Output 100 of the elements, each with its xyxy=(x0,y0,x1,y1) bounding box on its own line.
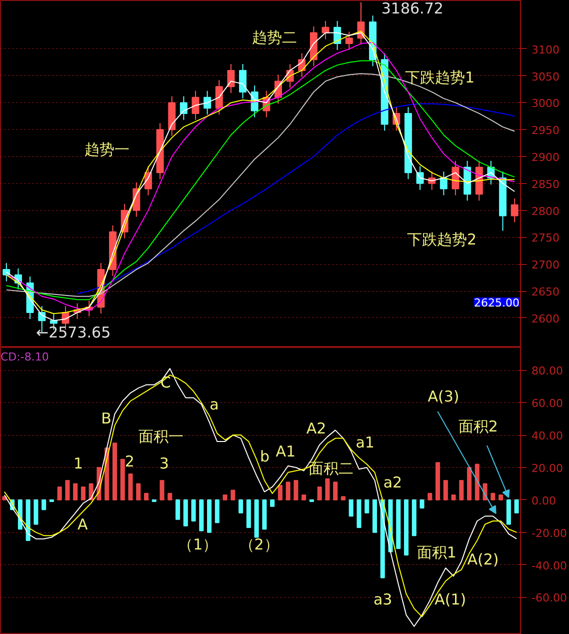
y-tick-label: 3100 xyxy=(532,43,560,56)
bar xyxy=(380,499,385,578)
candlestick xyxy=(204,90,212,116)
bar xyxy=(372,499,378,533)
y-tick-label: 2600 xyxy=(532,312,560,326)
candlestick xyxy=(510,198,518,223)
annotation: 2 xyxy=(124,452,134,470)
bar xyxy=(278,484,282,500)
y-tick-label: 2950 xyxy=(532,124,560,138)
y-tick-label: 2900 xyxy=(532,151,560,164)
bar xyxy=(294,480,298,500)
bar xyxy=(467,466,472,500)
annotation: a2 xyxy=(383,474,402,492)
candlestick xyxy=(322,20,330,40)
bar xyxy=(88,483,94,500)
annotation: 趋势二 xyxy=(252,28,298,46)
bar xyxy=(404,499,409,556)
annotation: CD:-8.10 xyxy=(0,350,49,364)
annotation: 下跌趋势1 xyxy=(405,68,475,86)
bar xyxy=(191,499,196,522)
y-tick-label: 2750 xyxy=(532,232,560,245)
annotation: （1） xyxy=(178,536,218,554)
candlestick xyxy=(416,166,424,190)
bar xyxy=(474,464,480,500)
bar xyxy=(160,480,164,500)
annotation: 面积一 xyxy=(138,428,184,446)
candlestick xyxy=(2,262,10,282)
annotation: A(2) xyxy=(467,550,499,568)
annotation: A2 xyxy=(306,420,326,438)
bar xyxy=(364,499,370,514)
candlestick xyxy=(180,96,188,120)
y-tick-label: 40.00 xyxy=(532,430,563,443)
y-tick-label: 3050 xyxy=(532,70,560,84)
y-tick-label: 2700 xyxy=(532,258,560,272)
bar xyxy=(34,499,38,525)
annotation: 3 xyxy=(159,454,169,472)
annotation: b xyxy=(260,448,270,466)
bar xyxy=(451,494,456,500)
y-tick-label: -40.00 xyxy=(532,559,567,572)
bar xyxy=(238,499,244,514)
bar xyxy=(436,462,440,500)
bar xyxy=(286,482,290,500)
y-tick-label: -20.00 xyxy=(532,526,567,540)
bar xyxy=(420,499,424,509)
bar xyxy=(254,499,259,538)
bar xyxy=(199,499,204,532)
bar xyxy=(325,478,330,500)
bar xyxy=(412,499,416,536)
y-tick-label: 80.00 xyxy=(532,364,563,378)
annotation: a3 xyxy=(373,590,392,608)
bar xyxy=(214,499,220,524)
annotation: A1 xyxy=(276,442,296,460)
annotation: 下跌趋势2 xyxy=(407,230,477,248)
annotation: 面积2 xyxy=(458,418,498,436)
bar xyxy=(302,494,306,500)
annotation: A xyxy=(77,516,88,534)
y-tick-label: 20.00 xyxy=(532,462,563,475)
bar xyxy=(514,499,519,514)
annotation: a1 xyxy=(356,434,374,452)
y-tick-label: -60.00 xyxy=(532,592,567,605)
y-tick-label: 2850 xyxy=(532,178,560,191)
bar xyxy=(207,499,212,533)
annotation: C xyxy=(160,374,171,392)
bar xyxy=(333,482,338,500)
bar xyxy=(490,492,496,500)
bar xyxy=(112,442,118,500)
bar xyxy=(183,499,188,526)
bar xyxy=(144,492,149,500)
annotation: 面积二 xyxy=(308,460,354,478)
bar xyxy=(246,499,251,528)
annotation: A(1) xyxy=(434,590,466,608)
candlestick xyxy=(345,31,353,50)
candlestick xyxy=(227,63,235,94)
y-tick-label: 2800 xyxy=(532,204,560,218)
bar xyxy=(128,473,133,500)
annotation: 趋势一 xyxy=(84,140,130,158)
annotation: B xyxy=(101,410,112,428)
bar xyxy=(26,499,30,541)
annotation: 面积1 xyxy=(416,544,456,562)
annotation: 3186.72 xyxy=(381,0,444,18)
bar xyxy=(136,483,141,500)
bar xyxy=(222,494,228,500)
bar xyxy=(459,480,464,500)
bar xyxy=(262,499,267,530)
bar xyxy=(348,499,354,517)
candlestick xyxy=(440,171,448,196)
bar xyxy=(65,480,70,500)
bar xyxy=(396,499,401,550)
y-tick-label: 60.00 xyxy=(532,397,563,410)
annotation: ←2573.65 xyxy=(36,324,111,342)
bar xyxy=(73,483,78,500)
bar xyxy=(120,458,125,500)
bar xyxy=(168,492,172,500)
annotation: 1 xyxy=(74,454,84,472)
candlestick xyxy=(452,160,460,196)
bar xyxy=(270,499,275,507)
y-tick-label: 2650 xyxy=(532,286,560,299)
y-tick-label: 0.00 xyxy=(532,494,556,508)
bar xyxy=(42,499,46,510)
annotation: A(3) xyxy=(428,388,460,406)
